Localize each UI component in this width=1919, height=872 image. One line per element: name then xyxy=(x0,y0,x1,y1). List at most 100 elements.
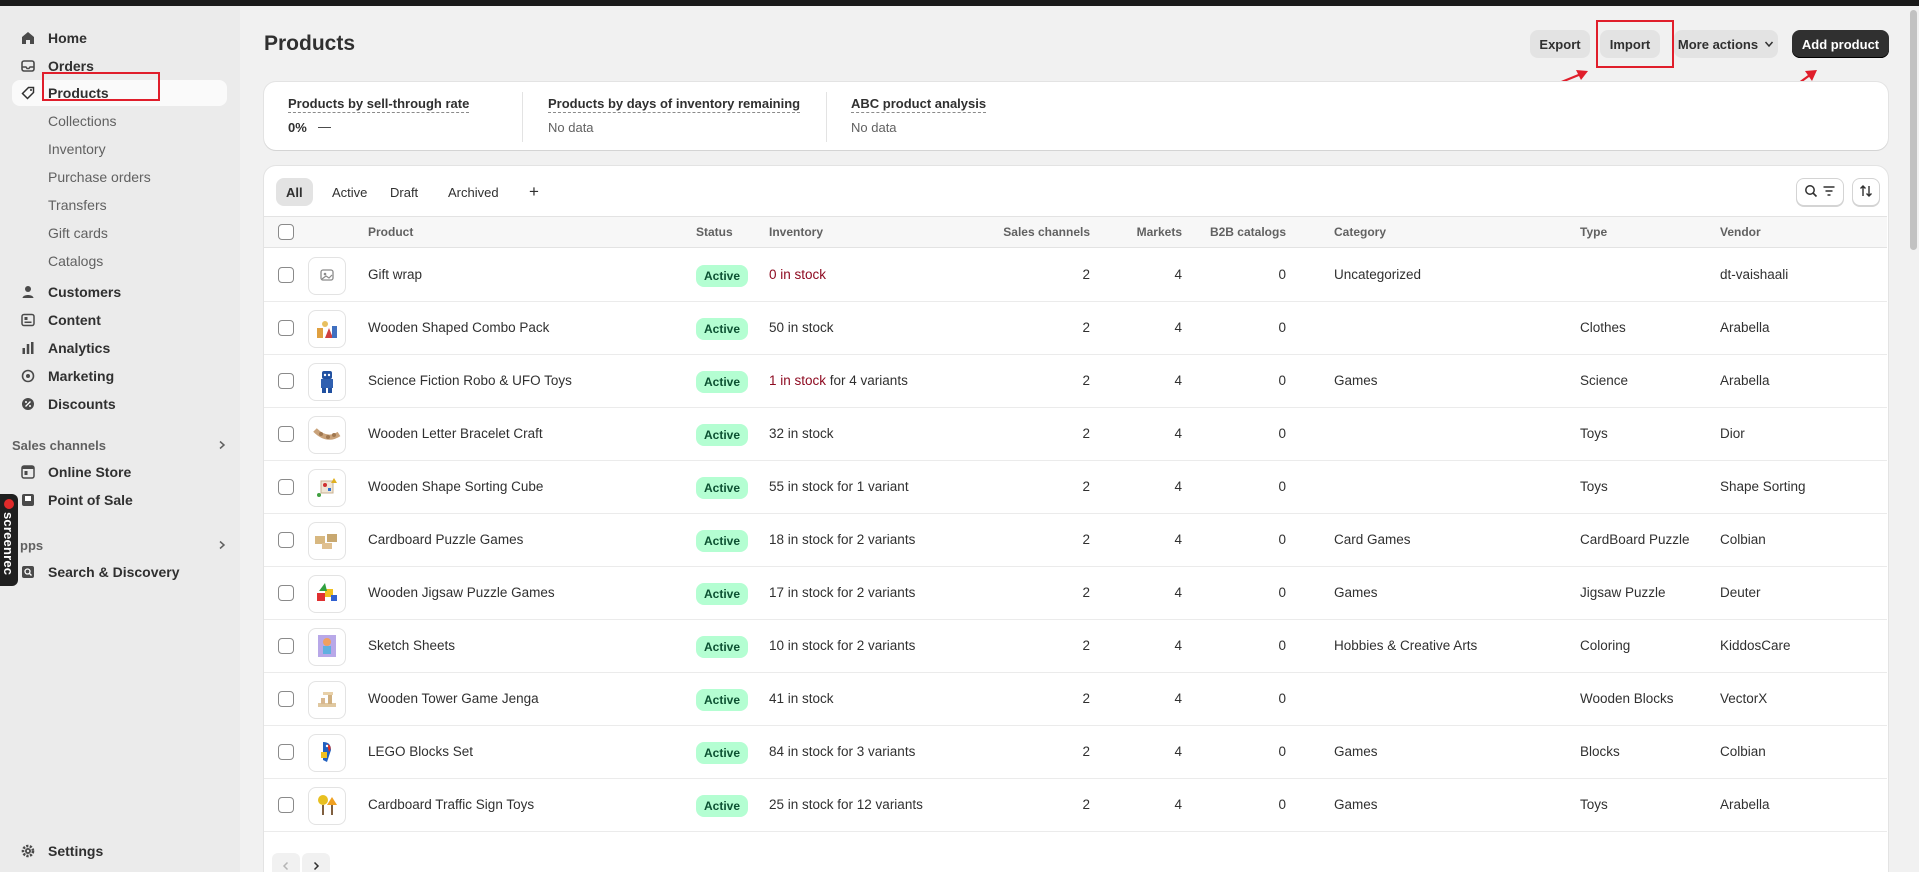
product-name[interactable]: Wooden Shape Sorting Cube xyxy=(368,479,544,494)
product-thumbnail[interactable] xyxy=(308,257,346,295)
nav-orders-label: Orders xyxy=(48,58,94,74)
type-cell: CardBoard Puzzle xyxy=(1580,532,1690,547)
sort-icon xyxy=(1859,184,1873,201)
col-b2b-catalogs[interactable]: B2B catalogs xyxy=(1209,225,1286,239)
sales-channels-header[interactable]: Sales channels xyxy=(12,434,227,456)
table-row[interactable]: Wooden Jigsaw Puzzle Games Active 17 in st… xyxy=(264,567,1887,620)
product-thumbnail[interactable] xyxy=(308,310,346,348)
next-page-button[interactable] xyxy=(302,853,330,872)
nav-point-of-sale[interactable]: Point of Sale xyxy=(12,487,227,513)
inventory-cell: 55 in stock for 1 variant xyxy=(769,479,909,494)
col-status[interactable]: Status xyxy=(696,225,733,239)
select-all-checkbox[interactable] xyxy=(278,224,294,240)
product-thumbnail[interactable] xyxy=(308,734,346,772)
product-thumbnail[interactable] xyxy=(308,416,346,454)
apps-header[interactable]: pps xyxy=(12,534,227,556)
product-name[interactable]: Wooden Jigsaw Puzzle Games xyxy=(368,585,555,600)
product-name[interactable]: LEGO Blocks Set xyxy=(368,744,474,759)
tab-active[interactable]: Active xyxy=(332,184,368,200)
nav-content[interactable]: Content xyxy=(12,307,227,333)
table-row[interactable]: Cardboard Traffic Sign Toys Active 25 in s… xyxy=(264,779,1887,832)
table-row[interactable]: LEGO Blocks Set Active 84 in stock for 3 v… xyxy=(264,726,1887,779)
row-checkbox[interactable] xyxy=(278,585,294,601)
days-inventory-title[interactable]: Products by days of inventory remaining xyxy=(548,96,801,113)
row-checkbox[interactable] xyxy=(278,638,294,654)
col-markets[interactable]: Markets xyxy=(1136,225,1182,239)
nav-online-store[interactable]: Online Store xyxy=(12,459,227,485)
product-thumbnail[interactable] xyxy=(308,363,346,401)
product-name[interactable]: Science Fiction Robo & UFO Toys xyxy=(368,373,572,388)
row-checkbox[interactable] xyxy=(278,373,294,389)
row-checkbox[interactable] xyxy=(278,744,294,760)
product-thumbnail[interactable] xyxy=(308,628,346,666)
row-checkbox[interactable] xyxy=(278,426,294,442)
tab-draft[interactable]: Draft xyxy=(390,184,419,200)
nav-orders[interactable]: Orders xyxy=(12,53,227,79)
nav-analytics[interactable]: Analytics xyxy=(12,335,227,361)
tab-archived[interactable]: Archived xyxy=(448,184,499,200)
product-name[interactable]: Cardboard Puzzle Games xyxy=(368,532,524,547)
col-sales-channels[interactable]: Sales channels xyxy=(1003,225,1090,239)
product-name[interactable]: Sketch Sheets xyxy=(368,638,456,653)
product-name[interactable]: Wooden Letter Bracelet Craft xyxy=(368,426,543,441)
col-category[interactable]: Category xyxy=(1334,225,1387,239)
product-thumbnail[interactable] xyxy=(308,681,346,719)
nav-transfers[interactable]: Transfers xyxy=(12,192,227,218)
table-row[interactable]: Wooden Shaped Combo Pack Active 50 in stoc… xyxy=(264,302,1887,355)
nav-collections[interactable]: Collections xyxy=(12,108,227,134)
table-row[interactable]: Gift wrap Active 0 in stock 2 4 0 Uncategorize… xyxy=(264,249,1887,302)
nav-gift-cards[interactable]: Gift cards xyxy=(12,220,227,246)
col-type[interactable]: Type xyxy=(1580,225,1608,239)
col-vendor[interactable]: Vendor xyxy=(1720,225,1761,239)
nav-purchase-orders[interactable]: Purchase orders xyxy=(12,164,227,190)
product-thumbnail[interactable] xyxy=(308,469,346,507)
table-row[interactable]: Wooden Shape Sorting Cube Active 55 in sto… xyxy=(264,461,1887,514)
inventory-low-stock: 0 in stock xyxy=(769,267,827,282)
more-actions-button[interactable]: More actions xyxy=(1674,30,1778,58)
nav-products[interactable]: Products xyxy=(12,80,227,106)
scrollbar-thumb[interactable] xyxy=(1910,10,1917,250)
product-name[interactable]: Gift wrap xyxy=(368,267,423,282)
row-checkbox[interactable] xyxy=(278,532,294,548)
import-button[interactable]: Import xyxy=(1600,30,1660,58)
search-filter-button[interactable] xyxy=(1796,178,1844,206)
table-row[interactable]: Sketch Sheets Active 10 in stock for 2 var… xyxy=(264,620,1887,673)
divider xyxy=(522,92,523,142)
add-view-button[interactable]: + xyxy=(529,182,539,201)
product-name[interactable]: Wooden Tower Game Jenga xyxy=(368,691,539,706)
product-name[interactable]: Cardboard Traffic Sign Toys xyxy=(368,797,535,812)
row-checkbox[interactable] xyxy=(278,691,294,707)
nav-search-discovery[interactable]: Search & Discovery xyxy=(12,559,227,585)
prev-page-button[interactable] xyxy=(272,853,300,872)
nav-analytics-label: Analytics xyxy=(48,340,111,356)
product-thumbnail[interactable] xyxy=(308,522,346,560)
table-row[interactable]: Cardboard Puzzle Games Active 18 in stock … xyxy=(264,514,1887,567)
row-checkbox[interactable] xyxy=(278,479,294,495)
export-button[interactable]: Export xyxy=(1530,30,1590,58)
product-thumbnail[interactable] xyxy=(308,575,346,613)
row-checkbox[interactable] xyxy=(278,267,294,283)
nav-settings[interactable]: Settings xyxy=(12,838,227,864)
tab-all[interactable]: All xyxy=(276,178,313,206)
nav-home[interactable]: Home xyxy=(12,25,227,51)
nav-discounts[interactable]: Discounts xyxy=(12,391,227,417)
table-row[interactable]: Wooden Letter Bracelet Craft Active 32 in … xyxy=(264,408,1887,461)
nav-inventory[interactable]: Inventory xyxy=(12,136,227,162)
product-thumbnail[interactable] xyxy=(308,787,346,825)
screenrec-widget[interactable]: screenrec xyxy=(0,494,18,586)
product-name[interactable]: Wooden Shaped Combo Pack xyxy=(368,320,550,335)
add-product-button[interactable]: Add product xyxy=(1792,30,1889,58)
table-row[interactable]: Wooden Tower Game Jenga Active 41 in stock… xyxy=(264,673,1887,726)
abc-analysis-title[interactable]: ABC product analysis xyxy=(851,96,987,113)
sell-through-title[interactable]: Products by sell-through rate xyxy=(288,96,470,113)
row-checkbox[interactable] xyxy=(278,797,294,813)
col-inventory[interactable]: Inventory xyxy=(769,225,824,239)
col-product[interactable]: Product xyxy=(368,225,414,239)
nav-marketing[interactable]: Marketing xyxy=(12,363,227,389)
page-scrollbar[interactable] xyxy=(1908,6,1919,872)
nav-customers[interactable]: Customers xyxy=(12,279,227,305)
table-row[interactable]: Science Fiction Robo & UFO Toys Active 1 i… xyxy=(264,355,1887,408)
nav-catalogs[interactable]: Catalogs xyxy=(12,248,227,274)
sort-button[interactable] xyxy=(1852,178,1880,206)
row-checkbox[interactable] xyxy=(278,320,294,336)
